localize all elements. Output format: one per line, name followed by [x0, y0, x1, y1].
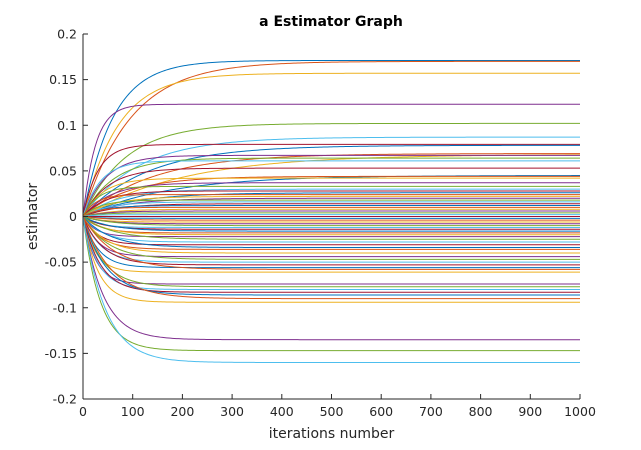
series-line-56 — [83, 216, 580, 266]
series-line-30 — [83, 206, 580, 217]
series-line-29 — [83, 205, 580, 217]
series-line-59 — [83, 216, 580, 273]
series-line-37 — [83, 216, 580, 221]
series-line-50 — [83, 216, 580, 249]
y-tick-label: 0.05 — [49, 163, 77, 178]
y-tick-label: -0.1 — [53, 300, 77, 315]
series-line-28 — [83, 203, 580, 217]
series-line-32 — [83, 210, 580, 217]
series-line-16 — [83, 175, 580, 217]
series-line-17 — [83, 177, 580, 217]
series-line-14 — [83, 167, 580, 217]
tick-marks: 0 100 200 300 400 500 600 700 800 900 1000 -0.2 -0.1… — [45, 27, 596, 420]
x-axis-label: iterations number — [269, 426, 395, 442]
y-tick-label: 0.1 — [57, 118, 77, 133]
series-line-60 — [83, 216, 580, 285]
series-line-23 — [83, 194, 580, 217]
series-line-48 — [83, 216, 580, 243]
x-tick-label: 600 — [369, 404, 393, 419]
x-tick-label: 200 — [170, 404, 194, 419]
series-line-13 — [83, 160, 580, 217]
series-line-33 — [83, 212, 580, 217]
series-line-40 — [83, 216, 580, 227]
x-tick-label: 400 — [270, 404, 294, 419]
series-line-67 — [83, 216, 580, 341]
y-tick-label: 0.15 — [49, 72, 77, 87]
series-line-64 — [83, 216, 580, 296]
series-line-38 — [83, 216, 580, 223]
series-line-15 — [83, 175, 580, 217]
series-line-52 — [83, 216, 580, 254]
series-line-21 — [83, 190, 580, 217]
series-line-58 — [83, 216, 580, 270]
series-line-41 — [83, 216, 580, 228]
series-line-49 — [83, 216, 580, 246]
series-line-31 — [83, 208, 580, 217]
series-line-24 — [83, 195, 580, 217]
series-line-4 — [83, 103, 580, 217]
series-line-19 — [83, 185, 580, 217]
series-line-45 — [83, 216, 580, 236]
series-line-47 — [83, 216, 580, 240]
series-line-6 — [83, 136, 580, 217]
y-tick-label: -0.15 — [45, 346, 77, 361]
x-tick-label: 700 — [419, 404, 443, 419]
series-line-62 — [83, 216, 580, 290]
x-tick-label: 100 — [121, 404, 145, 419]
series-line-69 — [83, 216, 580, 363]
y-tick-label: -0.2 — [53, 392, 77, 407]
series-line-65 — [83, 216, 580, 300]
series-line-61 — [83, 216, 580, 288]
x-tick-label: 900 — [518, 404, 542, 419]
series-line-18 — [83, 182, 580, 217]
series-line-44 — [83, 216, 580, 234]
x-tick-label: 0 — [79, 404, 87, 419]
y-tick-label: -0.05 — [45, 255, 77, 270]
series-line-36 — [83, 216, 580, 219]
series-line-27 — [83, 201, 580, 217]
x-tick-label: 1000 — [564, 404, 596, 419]
series-line-42 — [83, 216, 580, 230]
y-tick-label: 0 — [69, 209, 77, 224]
x-tick-label: 300 — [220, 404, 244, 419]
series-line-55 — [83, 216, 580, 263]
series-line-39 — [83, 216, 580, 225]
series-line-57 — [83, 216, 580, 269]
series-line-11 — [83, 154, 580, 217]
series-line-54 — [83, 216, 580, 260]
series-line-34 — [83, 214, 580, 217]
series-line-51 — [83, 216, 580, 250]
x-tick-label: 500 — [320, 404, 344, 419]
series-line-68 — [83, 216, 580, 352]
y-tick-label: 0.2 — [57, 27, 77, 42]
x-tick-label: 800 — [469, 404, 493, 419]
series-line-3 — [83, 72, 580, 217]
series-line-26 — [83, 199, 580, 217]
series-line-43 — [83, 216, 580, 232]
chart-title: a Estimator Graph — [259, 14, 403, 30]
series-line-5 — [83, 122, 580, 217]
series-line-8 — [83, 144, 580, 217]
series-line-53 — [83, 216, 580, 258]
series-line-1 — [83, 59, 580, 217]
series-line-46 — [83, 216, 580, 238]
series-line-2 — [83, 60, 580, 217]
series-line-63 — [83, 216, 580, 293]
series-group — [83, 59, 580, 363]
series-line-66 — [83, 216, 580, 303]
y-axis-label: estimator — [25, 183, 41, 251]
series-line-7 — [83, 143, 580, 217]
